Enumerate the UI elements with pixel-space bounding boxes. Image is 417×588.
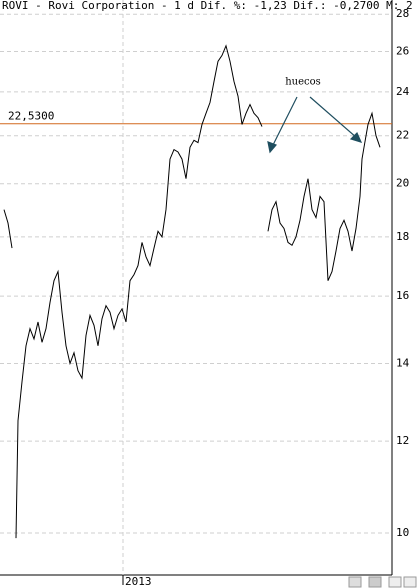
y-tick-label: 22 xyxy=(396,129,409,142)
annotation: huecos xyxy=(285,77,321,88)
x-tick-label: 2013 xyxy=(125,575,152,588)
price-line xyxy=(3,44,381,539)
arrows xyxy=(267,96,363,154)
reference-label: 22,5300 xyxy=(8,110,54,123)
y-tick-label: 10 xyxy=(396,526,409,539)
y-tick-label: 24 xyxy=(396,85,410,98)
y-tick-label: 18 xyxy=(396,230,409,243)
labels: 10 12 14 16 18 20 22 24 26 28 2013 22,5300 xyxy=(8,7,410,588)
y-tick-label: 16 xyxy=(396,289,409,302)
chart-title: ROVI - Rovi Corporation - 1 d Dif. %: -1… xyxy=(2,0,413,12)
y-tick-label: 12 xyxy=(396,434,409,447)
plot xyxy=(0,44,392,539)
toolbar xyxy=(348,576,417,588)
y-tick-label: 14 xyxy=(396,356,410,369)
y-tick-label: 26 xyxy=(396,45,409,58)
y-tick-label: 28 xyxy=(396,7,409,20)
y-tick-label: 20 xyxy=(396,177,409,190)
grid xyxy=(0,0,392,575)
